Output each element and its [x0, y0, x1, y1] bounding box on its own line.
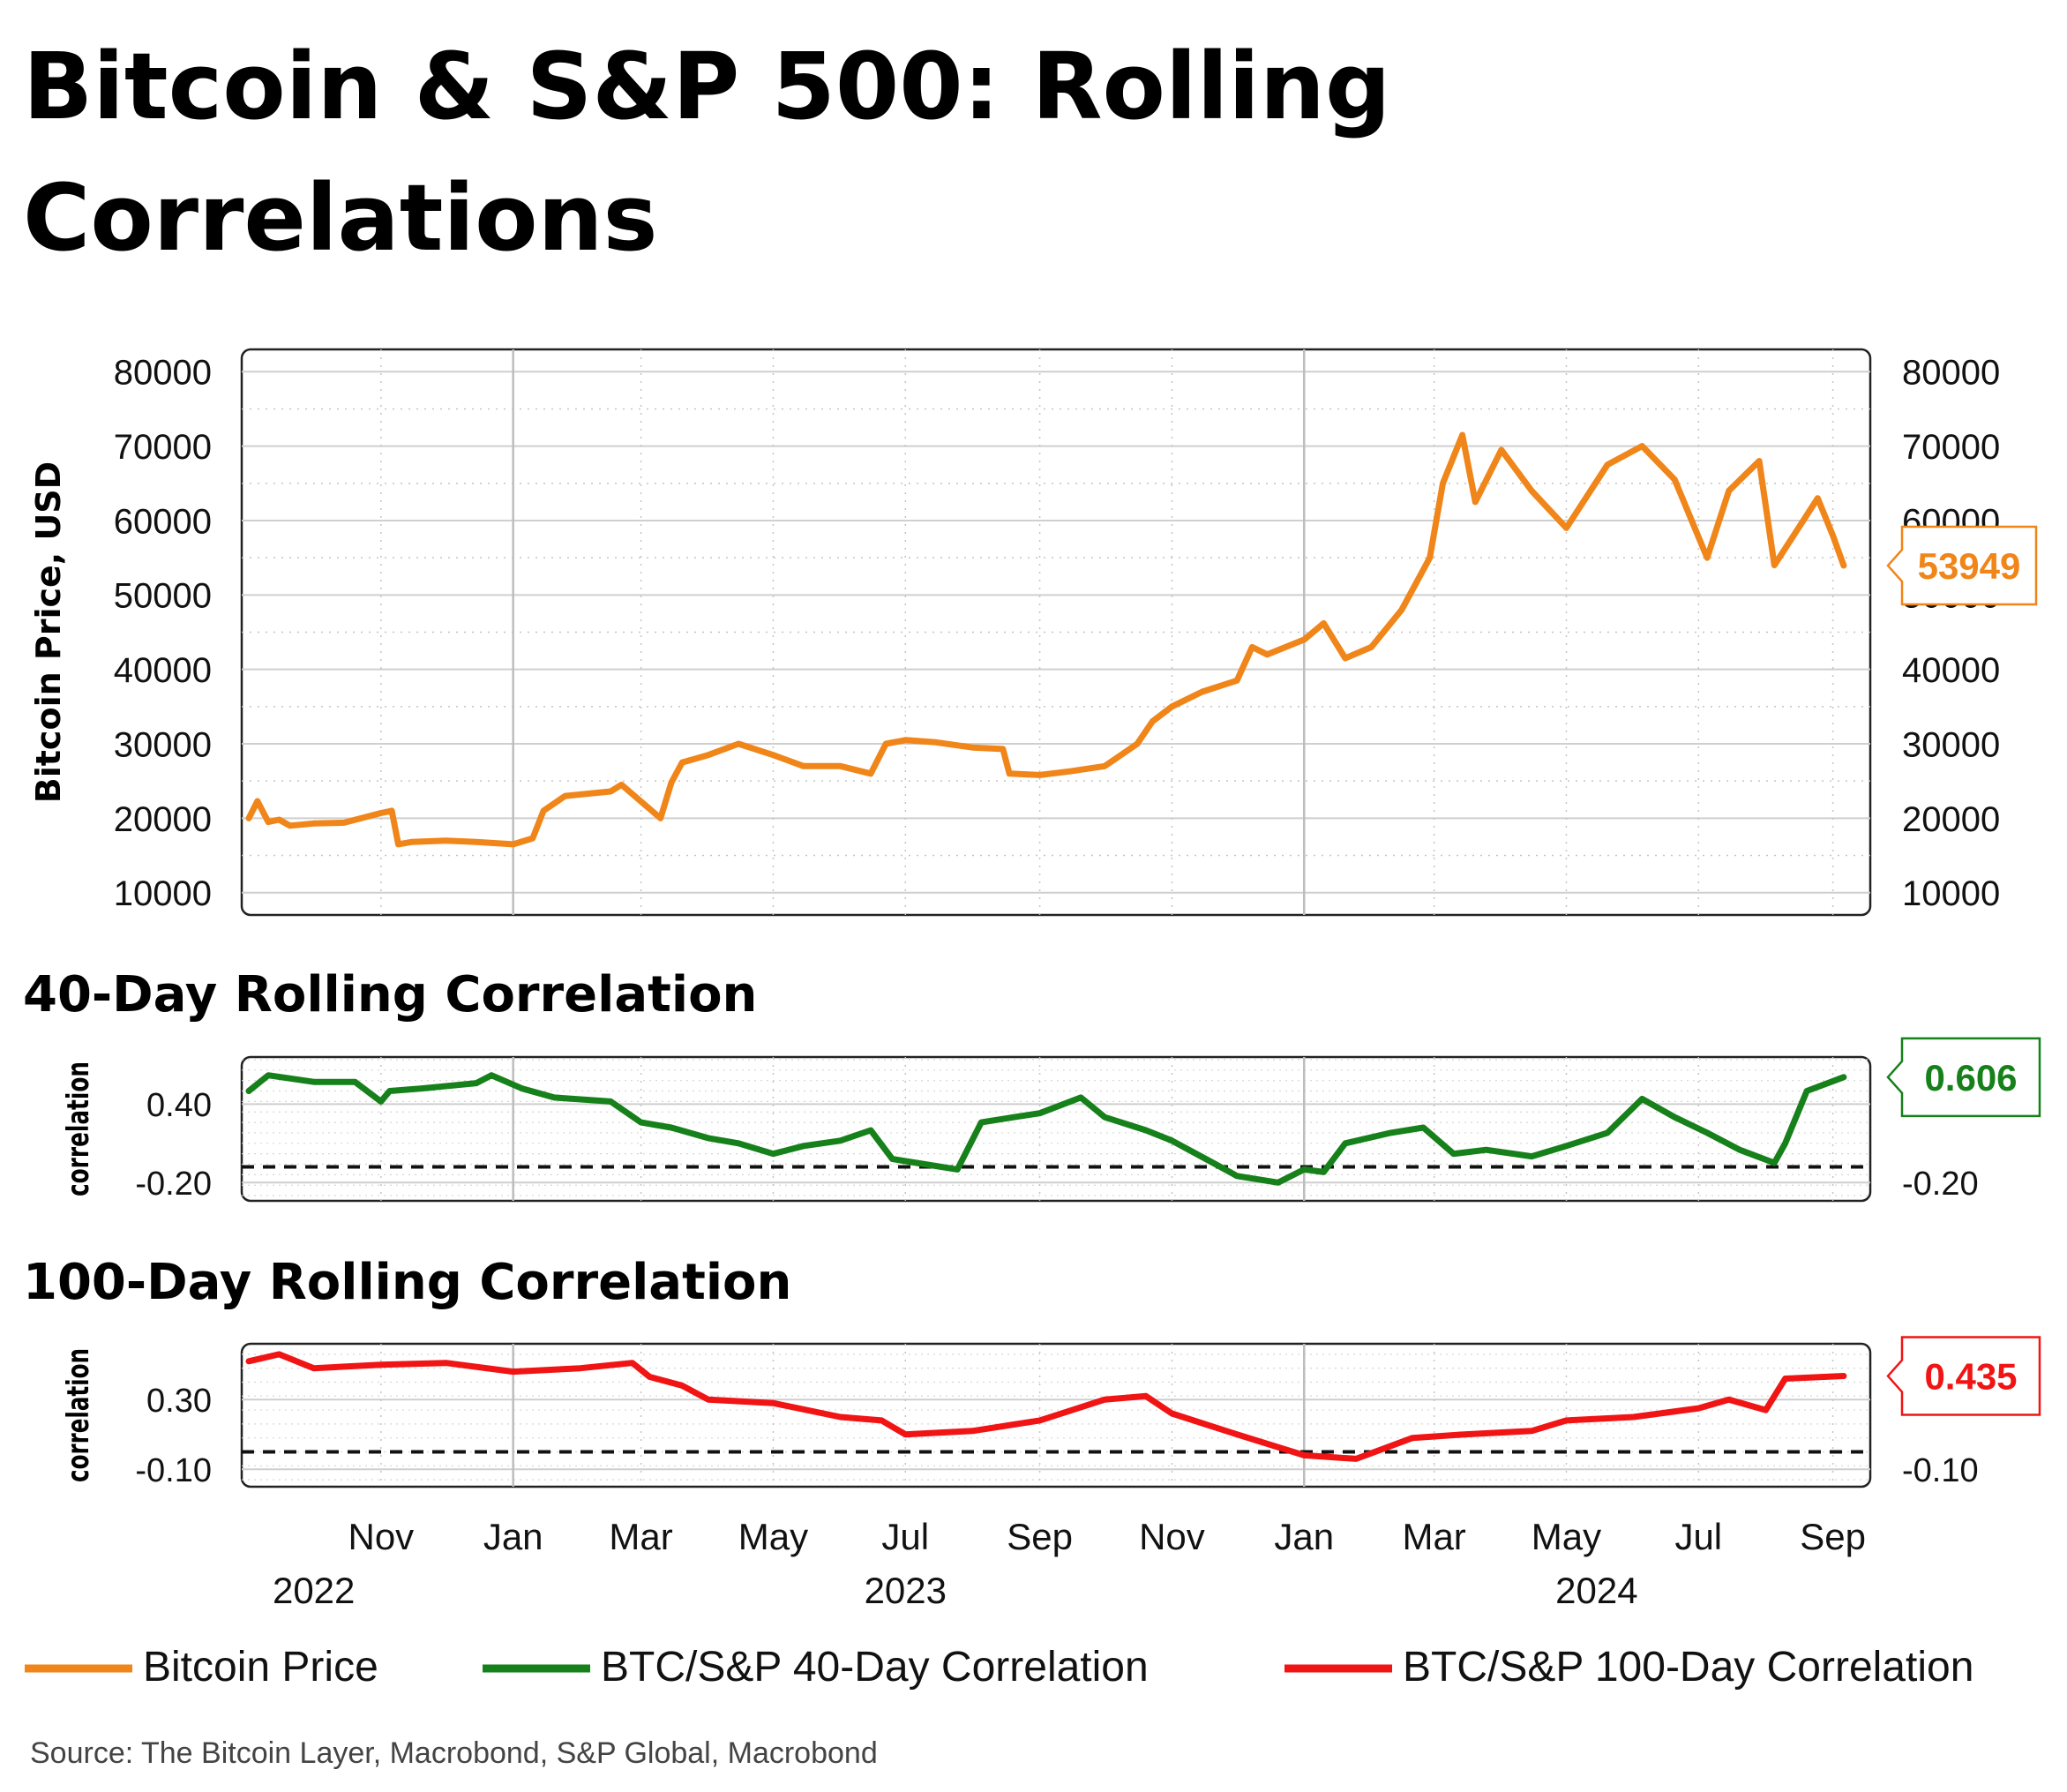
x-tick-month: May	[738, 1516, 808, 1557]
x-tick-month: Mar	[609, 1516, 672, 1557]
legend-label: BTC/S&P 40-Day Correlation	[601, 1644, 1149, 1691]
btc-price-y-tick-right: 30000	[1902, 725, 2000, 764]
btc-price-y-tick-left: 70000	[114, 428, 212, 467]
btc-price-y-tick-right: 10000	[1902, 874, 2000, 913]
x-tick-month: Jul	[1674, 1516, 1722, 1557]
btc-price-y-tick-left: 10000	[114, 874, 212, 913]
btc-price-y-tick-left: 40000	[114, 651, 212, 690]
corr-40-last-value-label: 0.606	[1924, 1057, 2017, 1098]
btc-price-y-tick-left: 20000	[114, 800, 212, 839]
corr-100-y-tick-left: 0.30	[146, 1383, 212, 1420]
corr-40-last-value-box	[1886, 1037, 2041, 1118]
btc-price-y-tick-left: 50000	[114, 577, 212, 616]
x-tick-year: 2024	[1555, 1570, 1637, 1611]
corr-100-last-value-label: 0.435	[1924, 1356, 2017, 1398]
legend-item: BTC/S&P 100-Day Correlation	[1284, 1644, 1973, 1691]
corr-100-y-tick-right: -0.10	[1902, 1452, 1979, 1489]
btc-price-y-tick-right: 70000	[1902, 428, 2000, 467]
btc-price-y-tick-right: 20000	[1902, 800, 2000, 839]
corr-100-series-line	[245, 1351, 1847, 1462]
btc-price-series-line	[245, 431, 1847, 848]
btc-price-panel: 8000080000700007000060000600005000050000…	[29, 348, 2038, 917]
btc-price-y-tick-right: 80000	[1902, 354, 2000, 393]
corr-40-frame	[240, 1055, 1872, 1203]
legend-item: Bitcoin Price	[25, 1644, 378, 1691]
legend-item: BTC/S&P 40-Day Correlation	[483, 1644, 1149, 1691]
x-tick-month: Nov	[1139, 1516, 1205, 1557]
x-tick-month: Nov	[348, 1516, 414, 1557]
x-tick-month: Jul	[881, 1516, 929, 1557]
legend-label: BTC/S&P 100-Day Correlation	[1403, 1644, 1973, 1691]
btc-price-last-value-label: 53949	[1918, 545, 2021, 587]
corr-40-y-axis-label: correlation	[61, 1061, 96, 1196]
corr-100-y-tick-left: -0.10	[135, 1452, 212, 1489]
btc-price-y-tick-left: 80000	[114, 354, 212, 393]
chart-title-line-2: Correlations	[23, 164, 657, 272]
chart-title-line-1: Bitcoin & S&P 500: Rolling	[23, 33, 1390, 140]
corr-40-y-tick-left: -0.20	[135, 1166, 212, 1203]
btc-price-y-axis-label: Bitcoin Price, USD	[29, 461, 68, 803]
subtitle-40-day: 40-Day Rolling Correlation	[23, 966, 757, 1023]
x-tick-year: 2023	[865, 1570, 947, 1611]
corr-100-last-value-box	[1886, 1336, 2041, 1416]
btc-price-frame	[240, 348, 1872, 917]
subtitle-100-day: 100-Day Rolling Correlation	[23, 1254, 791, 1311]
x-tick-month: May	[1532, 1516, 1601, 1557]
corr-40-y-tick-left: 0.40	[146, 1087, 212, 1124]
btc-price-y-tick-left: 60000	[114, 502, 212, 541]
corr-40-series-line	[245, 1072, 1847, 1186]
x-tick-month: Mar	[1402, 1516, 1465, 1557]
legend-label: Bitcoin Price	[143, 1644, 378, 1691]
x-tick-month: Sep	[1007, 1516, 1073, 1557]
source-note: Source: The Bitcoin Layer, Macrobond, S&…	[30, 1736, 878, 1770]
corr-100-y-axis-label: correlation	[61, 1348, 96, 1482]
btc-price-y-tick-left: 30000	[114, 725, 212, 764]
corr-40-y-tick-right: -0.20	[1902, 1166, 1979, 1203]
x-tick-year: 2022	[273, 1570, 355, 1611]
x-tick-month: Jan	[483, 1516, 543, 1557]
x-tick-month: Jan	[1274, 1516, 1334, 1557]
x-tick-month: Sep	[1800, 1516, 1866, 1557]
btc-price-y-tick-right: 40000	[1902, 651, 2000, 690]
btc-price-last-value-box	[1886, 525, 2038, 606]
